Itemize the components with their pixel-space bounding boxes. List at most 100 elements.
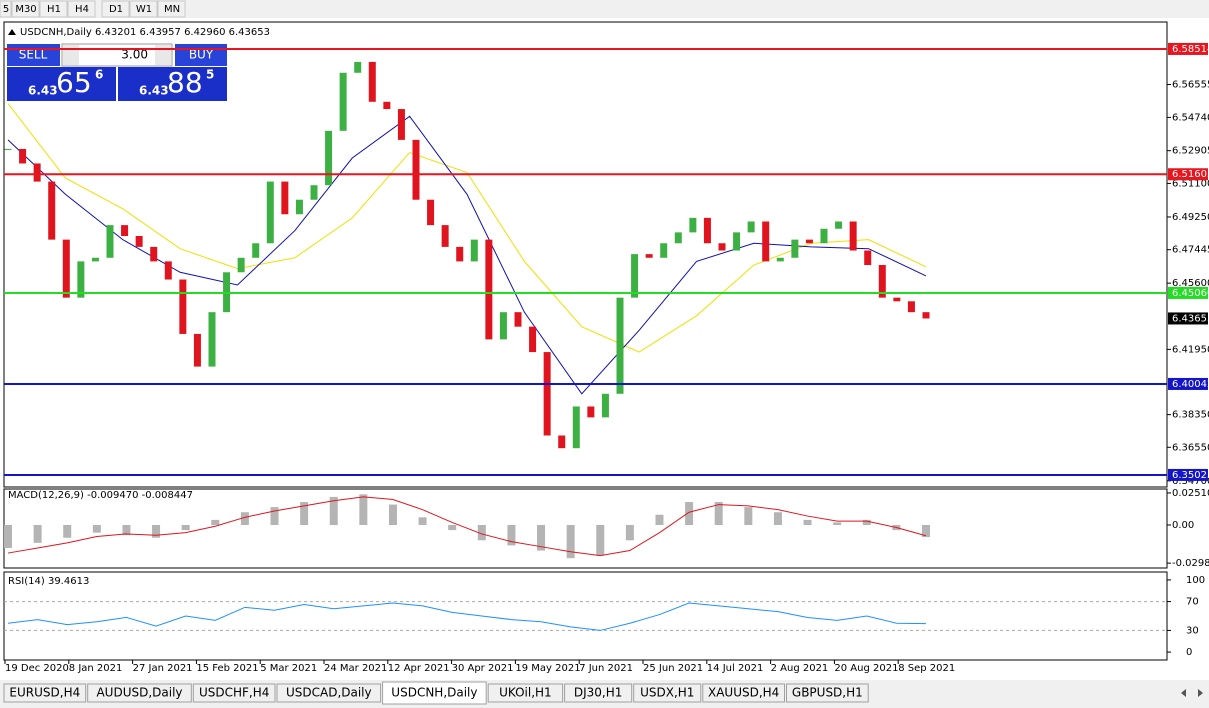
sell-label: SELL xyxy=(19,48,48,62)
tab-scroll-right[interactable] xyxy=(1198,689,1203,697)
last-price-label: 6.43653 xyxy=(1172,313,1209,324)
chart-tab[interactable] xyxy=(87,683,192,703)
chart-tab[interactable] xyxy=(276,683,382,703)
macd-bar xyxy=(329,496,338,525)
chart-tab[interactable] xyxy=(192,683,276,703)
moving-average xyxy=(7,103,927,353)
candle xyxy=(237,257,245,273)
candle xyxy=(19,148,27,164)
chart-tab[interactable] xyxy=(786,683,869,703)
y-tick-label: 6.38350 xyxy=(1172,410,1209,421)
ask-box[interactable] xyxy=(118,67,227,101)
chart-window xyxy=(0,18,1209,680)
candle xyxy=(601,393,609,418)
x-tick-label: 2 Aug 2021 xyxy=(771,663,829,674)
y-tick-label: 6.49250 xyxy=(1172,212,1209,223)
bid-small: 6.43 xyxy=(28,84,58,98)
timeframe-label: 5 xyxy=(3,4,9,15)
timeframe-label: D1 xyxy=(109,4,123,15)
x-tick-label: 14 Jul 2021 xyxy=(707,663,764,674)
candle xyxy=(310,185,318,200)
level-tag xyxy=(1168,42,1208,55)
macd-bar xyxy=(122,524,131,536)
bid-box[interactable] xyxy=(7,67,116,101)
timeframe-button[interactable] xyxy=(67,0,96,18)
candle xyxy=(179,279,187,334)
timeframe-label: H4 xyxy=(75,4,89,15)
candle xyxy=(864,250,872,266)
lots-up[interactable] xyxy=(155,45,171,65)
level-label: 6.51605 xyxy=(1172,169,1209,180)
x-tick-label: 5 Mar 2021 xyxy=(260,663,317,674)
macd-bar xyxy=(507,524,516,546)
candle xyxy=(791,239,799,258)
candle xyxy=(383,101,391,110)
x-tick-label: 8 Sep 2021 xyxy=(898,663,955,674)
timeframe-button[interactable] xyxy=(157,0,186,18)
candle xyxy=(878,265,886,298)
x-tick-label: 27 Jan 2021 xyxy=(133,663,193,674)
rsi-tick-label: 0 xyxy=(1186,647,1192,658)
chart-tab[interactable] xyxy=(487,683,564,703)
chart-tab-label: XAUUSD,H4 xyxy=(708,686,779,700)
tab-scroll-left[interactable] xyxy=(1181,689,1186,697)
chart-tab[interactable] xyxy=(382,681,487,705)
x-tick-label: 25 Jun 2021 xyxy=(643,663,703,674)
toolbar xyxy=(0,0,1209,18)
chart-tab[interactable] xyxy=(702,683,785,703)
candle xyxy=(922,312,930,319)
macd-bar xyxy=(685,502,694,525)
rsi-tick-label: 30 xyxy=(1186,625,1199,636)
candle xyxy=(4,148,12,150)
chart-tab[interactable] xyxy=(3,683,87,703)
timeframe-button[interactable] xyxy=(11,0,40,18)
candle xyxy=(48,181,56,240)
x-tick-label: 12 Apr 2021 xyxy=(388,663,450,674)
candle xyxy=(106,225,114,258)
timeframe-button[interactable] xyxy=(101,0,130,18)
lots-down[interactable] xyxy=(63,45,79,65)
rsi-title: RSI(14) 39.4613 xyxy=(8,576,89,587)
chart-header: USDCNH,Daily 6.43201 6.43957 6.42960 6.4… xyxy=(20,27,270,38)
timeframe-label: H1 xyxy=(47,4,61,15)
level-label: 6.35025 xyxy=(1172,470,1209,481)
candle xyxy=(295,199,303,215)
candle xyxy=(849,221,857,251)
collapse-icon[interactable] xyxy=(8,29,16,35)
chart-tab-label: AUDUSD,Daily xyxy=(96,686,182,700)
chart-tab[interactable] xyxy=(564,683,633,703)
candle xyxy=(368,61,376,102)
candle xyxy=(77,261,85,298)
macd-tick-label: 0.025108 xyxy=(1172,488,1209,499)
rsi-panel xyxy=(3,571,1168,661)
y-tick-label: 6.45600 xyxy=(1172,278,1209,289)
level-tag xyxy=(1168,286,1208,299)
buy-label: BUY xyxy=(189,48,214,62)
macd-bar xyxy=(566,524,575,559)
chart-tab[interactable] xyxy=(633,683,702,703)
y-tick-label: 6.52905 xyxy=(1172,146,1209,157)
candle xyxy=(33,163,41,182)
moving-average xyxy=(7,115,927,395)
candle xyxy=(150,246,158,262)
candle xyxy=(427,199,435,226)
macd-tick-label: 0.00 xyxy=(1172,520,1194,531)
timeframe-button[interactable] xyxy=(39,0,68,18)
x-tick-label: 8 Jan 2021 xyxy=(69,663,123,674)
bid-sup: 6 xyxy=(95,68,103,82)
y-tick-label: 6.54740 xyxy=(1172,112,1209,123)
price-panel xyxy=(3,21,1168,488)
y-tick-label: 6.47445 xyxy=(1172,245,1209,256)
candle xyxy=(485,239,493,340)
candle xyxy=(893,297,901,302)
macd-bar xyxy=(270,507,279,525)
candle xyxy=(558,435,566,449)
macd-bar xyxy=(4,524,12,548)
timeframe-button[interactable] xyxy=(129,0,158,18)
candle xyxy=(135,236,143,247)
rsi-tick-label: 70 xyxy=(1186,597,1199,608)
macd-bar xyxy=(240,512,249,525)
timeframe-button[interactable] xyxy=(0,0,12,18)
macd-bar xyxy=(862,519,871,525)
